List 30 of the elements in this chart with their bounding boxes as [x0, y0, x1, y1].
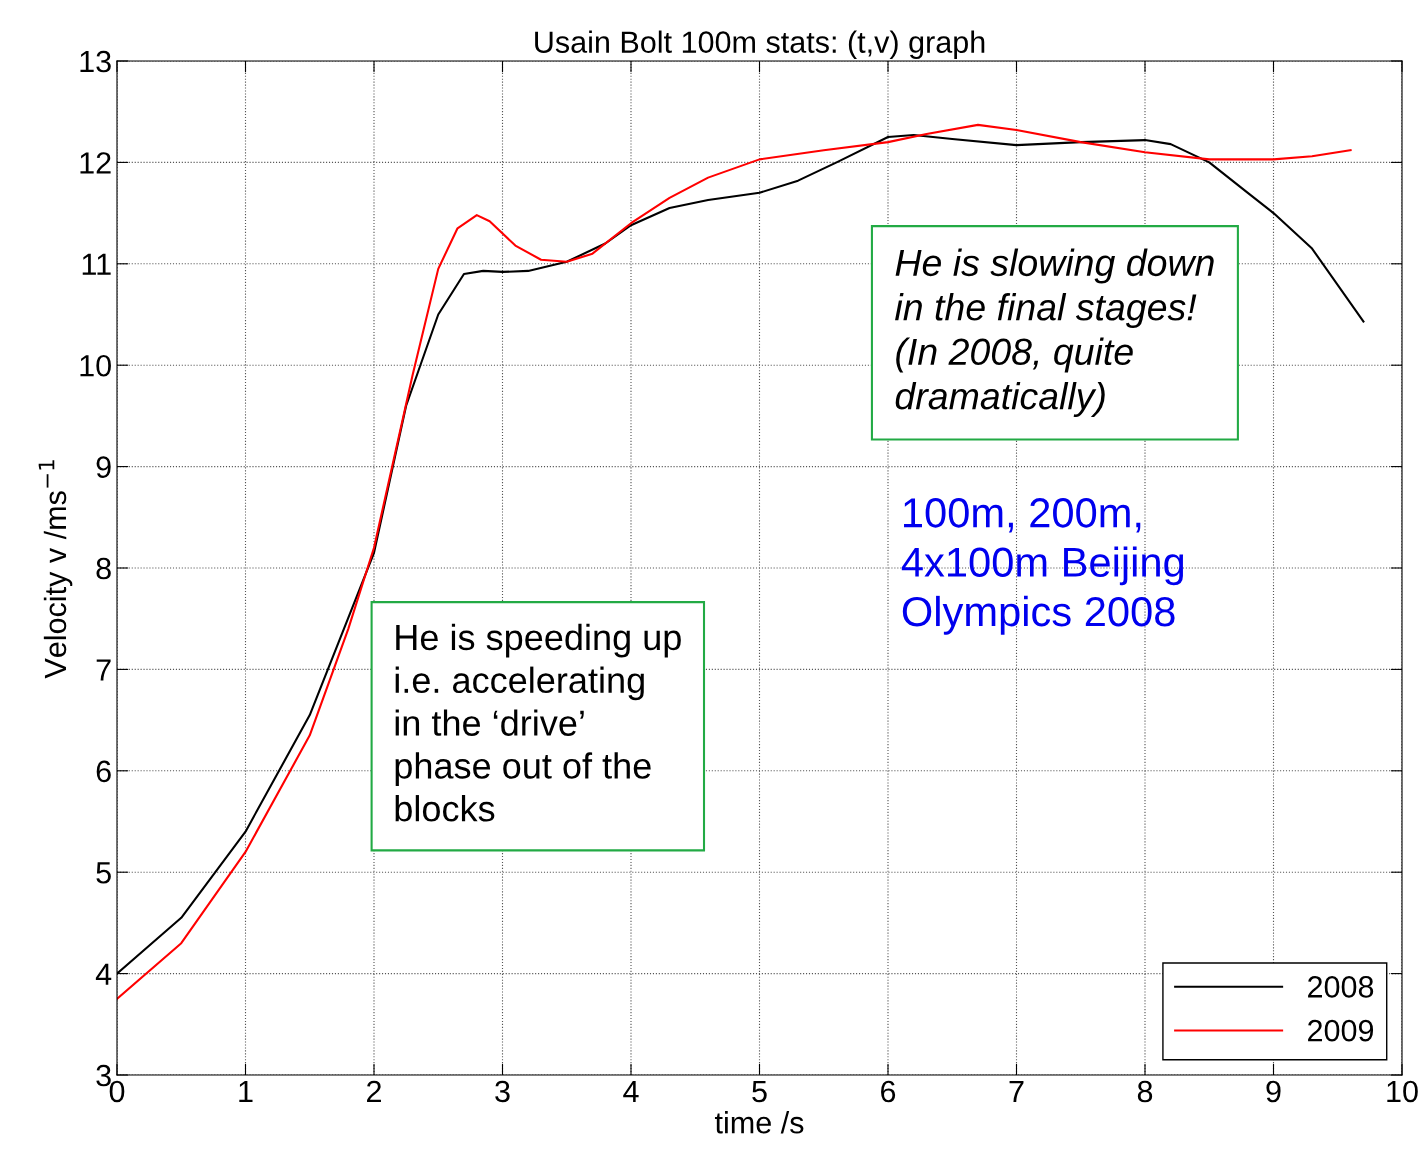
x-tick-label: 7 — [1009, 1080, 1024, 1102]
legend-label: 2008 — [1308, 976, 1374, 998]
y-tick-label: 4 — [95, 963, 112, 985]
y-tick-label: 10 — [80, 354, 111, 377]
chart-title: Usain Bolt 100m stats: (t,v) graph — [535, 30, 985, 60]
y-tick-label: 9 — [96, 456, 111, 478]
x-tick-label: 2 — [367, 1080, 381, 1102]
y-tick-label: 13 — [80, 50, 111, 73]
y-tick-label: 5 — [96, 862, 111, 884]
annotation: 100m, 200m, 4x100m Beijing Olympics 2008 — [901, 498, 1184, 635]
x-tick-label: 6 — [881, 1080, 896, 1103]
y-tick-label: 6 — [96, 760, 111, 783]
y-tick-label: 11 — [82, 253, 111, 275]
x-axis-title: time /s — [714, 1111, 804, 1134]
x-tick-label: 1 — [239, 1080, 253, 1102]
x-tick-label: 4 — [623, 1080, 639, 1102]
y-tick-label: 3 — [96, 1064, 111, 1087]
annotation: He is slowing down in the final stages! (In 2008, quite dramatically) — [895, 248, 1214, 417]
y-tick-label: 7 — [96, 659, 111, 681]
x-tick-label: 9 — [1266, 1080, 1281, 1103]
annotation: He is speeding up i.e. accelerating in the ‘drive’ phase out of the blocks — [395, 623, 681, 822]
x-tick-label: 0 — [109, 1080, 125, 1103]
x-tick-label: 3 — [495, 1080, 510, 1103]
legend-label: 2009 — [1308, 1019, 1374, 1042]
x-tick-label: 5 — [752, 1080, 767, 1103]
y-axis-title: Velocity v /ms$^{−1}$ — [38, 460, 73, 679]
x-tick-label: 8 — [1137, 1080, 1153, 1103]
y-tick-label: 8 — [96, 557, 111, 580]
y-tick-label: 12 — [80, 152, 111, 174]
x-tick-label: 10 — [1387, 1080, 1418, 1103]
